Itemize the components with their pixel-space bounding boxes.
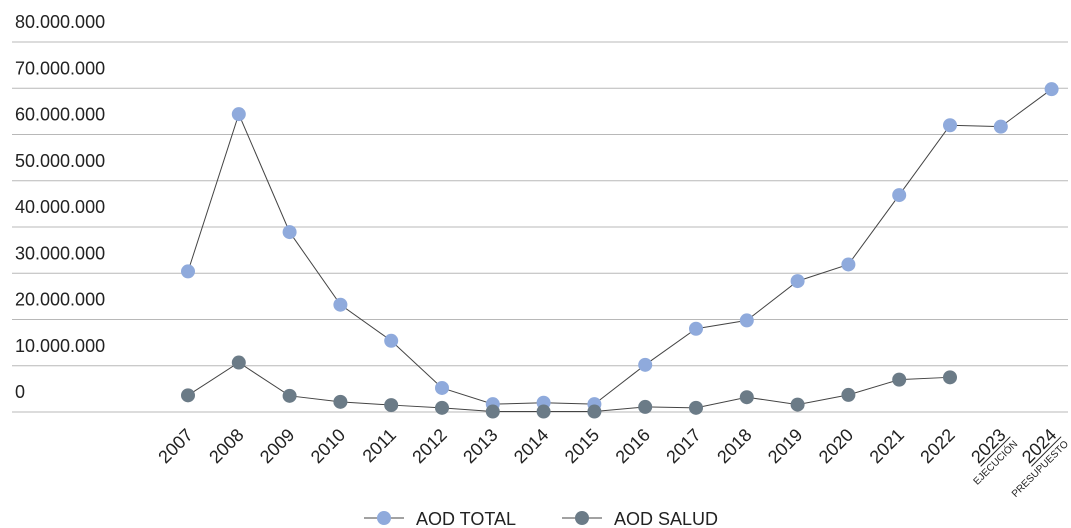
y-tick-label: 80.000.000 — [15, 12, 105, 32]
data-point-series-2 — [485, 404, 500, 419]
series-line-2 — [187, 361, 951, 413]
x-tick-label: 2012 — [408, 425, 450, 467]
y-tick-label: 50.000.000 — [15, 151, 105, 171]
x-tick-label: 2015 — [561, 425, 603, 467]
data-point-series-2 — [181, 388, 195, 403]
x-tick-label: 2010 — [307, 425, 349, 467]
x-tick-label: 2022 — [916, 425, 958, 467]
x-tick-underline — [1031, 436, 1062, 467]
data-point-series-1 — [993, 119, 1008, 134]
series-lines — [187, 88, 1052, 413]
x-tick-label: 2007 — [154, 425, 196, 467]
data-point-series-1 — [841, 257, 856, 272]
data-point-series-1 — [790, 274, 805, 289]
series-line-1 — [187, 88, 1052, 405]
x-tick-label: 2017 — [662, 425, 704, 467]
data-point-series-2 — [435, 400, 449, 415]
data-point-series-1 — [943, 118, 957, 133]
y-tick-label: 70.000.000 — [15, 58, 105, 78]
data-point-series-2 — [231, 355, 246, 370]
data-point-series-2 — [384, 398, 399, 413]
legend-label-series-2: AOD SALUD — [614, 509, 718, 528]
y-tick-label: 20.000.000 — [15, 290, 105, 310]
x-tick-label: 2008 — [205, 425, 247, 467]
data-point-series-2 — [282, 388, 297, 403]
x-tick-label: 2016 — [612, 425, 654, 467]
legend-label-series-1: AOD TOTAL — [416, 509, 516, 528]
data-point-series-1 — [231, 107, 246, 122]
data-point-series-1 — [384, 333, 399, 348]
legend-marker-series-1 — [377, 511, 391, 525]
data-point-series-1 — [638, 357, 653, 372]
y-axis-tick-labels: 0 10.000.000 20.000.000 30.000.000 40.000.00… — [15, 12, 105, 402]
y-tick-label: 10.000.000 — [15, 336, 105, 356]
y-tick-label: 60.000.000 — [15, 105, 105, 125]
data-point-series-2 — [638, 399, 653, 414]
data-point-series-2 — [790, 397, 805, 412]
y-tick-label: 30.000.000 — [15, 243, 105, 263]
x-tick-label: 2009 — [256, 425, 298, 467]
data-point-series-2 — [943, 370, 957, 385]
y-tick-label: 40.000.000 — [15, 197, 105, 217]
legend: AOD TOTAL AOD SALUD — [364, 509, 718, 528]
data-point-series-1 — [892, 188, 907, 203]
data-point-series-2 — [587, 404, 602, 419]
x-tick-label: 2018 — [713, 425, 755, 467]
data-point-series-1 — [181, 264, 195, 279]
y-tick-label: 0 — [15, 382, 25, 402]
x-tick-label: 2014 — [510, 425, 552, 467]
x-tick-label: 2011 — [359, 425, 401, 467]
gridlines — [12, 41, 1068, 413]
data-point-series-1 — [689, 321, 703, 336]
x-tick-underline — [980, 436, 1011, 467]
data-point-series-1 — [1044, 82, 1059, 97]
legend-marker-series-2 — [575, 511, 589, 525]
data-point-series-1 — [333, 297, 348, 312]
data-point-series-2 — [892, 372, 907, 387]
data-point-series-1 — [739, 313, 754, 328]
data-point-series-2 — [333, 394, 348, 409]
data-point-series-1 — [435, 380, 449, 395]
series-points — [181, 82, 1059, 419]
data-point-series-1 — [282, 225, 297, 240]
x-tick-label: 2013 — [459, 425, 501, 467]
x-tick-label: 2019 — [764, 425, 806, 467]
x-tick-label: 2020 — [815, 425, 857, 467]
data-point-series-2 — [739, 390, 754, 405]
data-point-series-2 — [536, 404, 551, 419]
data-point-series-2 — [689, 400, 703, 415]
x-tick-label: 2021 — [866, 425, 908, 467]
x-axis-tick-labels: 2007 2008 2009 2010 2011 2012 2013 2014 2015 2016… — [154, 425, 1071, 500]
data-point-series-2 — [841, 387, 856, 402]
